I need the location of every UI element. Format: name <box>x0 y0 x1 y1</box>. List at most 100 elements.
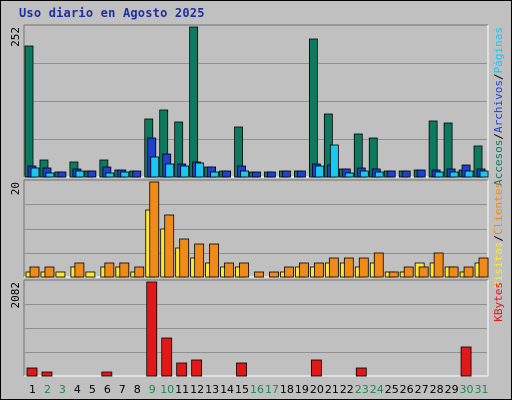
top-bar-archivos-day-25 <box>386 170 396 178</box>
middle-bar-clientes-day-22 <box>343 257 354 278</box>
x-tick-day-30: 30 <box>460 383 474 396</box>
middle-bar-clientes-day-11 <box>179 238 190 278</box>
middle-right-legend: Visitas/Clientes <box>492 182 505 288</box>
top-bar-pginas-day-4 <box>75 170 85 178</box>
x-tick-day-19: 19 <box>295 383 309 396</box>
x-tick-day-25: 25 <box>385 383 399 396</box>
middle-bar-clientes-day-12 <box>194 243 205 278</box>
top-bar-archivos-day-17 <box>267 171 276 178</box>
x-tick-day-12: 12 <box>190 383 204 396</box>
x-tick-day-16: 16 <box>250 383 264 396</box>
x-tick-day-23: 23 <box>355 383 369 396</box>
middle-bar-clientes-day-14 <box>224 262 234 278</box>
middle-y-max-label: 20 <box>9 182 22 195</box>
middle-bar-clientes-day-20 <box>313 262 324 278</box>
bottom-bar-kbytes-day-10 <box>161 337 173 377</box>
bottom-y-max-label: 2082 <box>9 282 22 309</box>
middle-bar-clientes-day-2 <box>44 266 55 278</box>
top-bar-archivos-day-27 <box>416 169 426 178</box>
top-bar-archivos-day-26 <box>401 170 411 178</box>
top-bar-archivos-day-19 <box>297 170 306 178</box>
x-tick-day-7: 7 <box>119 383 126 396</box>
x-tick-day-17: 17 <box>265 383 279 396</box>
middle-bar-clientes-day-27 <box>418 266 429 278</box>
middle-bar-clientes-day-1 <box>29 266 40 278</box>
top-bar-accesos-day-28 <box>428 120 438 178</box>
x-tick-day-26: 26 <box>400 383 414 396</box>
x-tick-day-21: 21 <box>325 383 339 396</box>
x-tick-day-2: 2 <box>44 383 51 396</box>
x-tick-day-27: 27 <box>415 383 429 396</box>
bottom-legend-kbytes: KBytes <box>492 282 505 322</box>
x-tick-day-29: 29 <box>445 383 459 396</box>
middle-bar-clientes-day-29 <box>448 266 459 278</box>
x-tick-day-11: 11 <box>175 383 189 396</box>
top-legend-separator: / <box>492 133 505 140</box>
top-bar-archivos-day-14 <box>222 170 231 178</box>
top-bar-archivos-day-16 <box>252 171 261 178</box>
top-bar-pginas-day-10 <box>165 163 175 178</box>
middle-bar-clientes-day-28 <box>433 252 444 278</box>
top-legend-archivos: Archivos <box>492 80 505 133</box>
chart-title: Uso diario en Agosto 2025 <box>19 6 205 20</box>
bottom-bar-kbytes-day-11 <box>176 362 188 377</box>
top-bar-pginas-day-12 <box>195 162 205 178</box>
x-tick-day-31: 31 <box>475 383 489 396</box>
x-tick-day-5: 5 <box>89 383 96 396</box>
top-right-legend: Accesos/Archivos/Páginas <box>492 27 505 186</box>
middle-legend-separator: / <box>492 235 505 242</box>
bottom-bar-kbytes-day-30 <box>460 346 472 377</box>
middle-bar-clientes-day-19 <box>299 262 309 278</box>
middle-bar-clientes-day-15 <box>239 262 249 278</box>
x-tick-day-22: 22 <box>340 383 354 396</box>
bottom-bar-kbytes-day-23 <box>355 367 367 377</box>
x-tick-day-10: 10 <box>160 383 174 396</box>
middle-bar-clientes-day-25 <box>388 271 399 278</box>
top-bar-pginas-day-31 <box>479 170 489 178</box>
middle-bar-clientes-day-7 <box>119 262 130 278</box>
top-bar-pginas-day-24 <box>374 171 384 178</box>
middle-bar-clientes-day-4 <box>74 262 85 278</box>
middle-bar-clientes-day-10 <box>164 214 175 278</box>
top-bar-pginas-day-15 <box>240 170 249 178</box>
x-tick-day-1: 1 <box>29 383 36 396</box>
bottom-bar-kbytes-day-9 <box>146 281 158 377</box>
top-bar-pginas-day-9 <box>150 156 160 178</box>
middle-plot-area <box>24 180 488 277</box>
bottom-bar-kbytes-day-1 <box>26 367 38 377</box>
top-bar-archivos-day-18 <box>282 170 291 178</box>
middle-bar-clientes-day-13 <box>209 243 220 278</box>
x-tick-day-6: 6 <box>104 383 111 396</box>
middle-bar-clientes-day-17 <box>269 271 279 278</box>
top-bar-pginas-day-6 <box>105 172 115 178</box>
top-bar-archivos-day-8 <box>132 170 142 178</box>
bottom-bar-kbytes-day-6 <box>101 371 113 377</box>
top-y-max-label: 252 <box>9 27 22 47</box>
middle-bar-clientes-day-31 <box>478 257 489 278</box>
bottom-bar-kbytes-day-20 <box>310 359 322 377</box>
middle-bar-clientes-day-8 <box>134 266 145 278</box>
bottom-right-legend: KBytes <box>492 282 505 322</box>
top-bar-pginas-day-7 <box>120 171 130 178</box>
bottom-bar-kbytes-day-2 <box>41 371 53 377</box>
middle-bar-clientes-day-30 <box>463 266 474 278</box>
top-bar-archivos-day-5 <box>87 170 97 178</box>
middle-bar-clientes-day-9 <box>149 181 160 278</box>
x-tick-day-28: 28 <box>430 383 444 396</box>
x-tick-day-20: 20 <box>310 383 324 396</box>
middle-bar-clientes-day-21 <box>328 257 339 278</box>
top-bar-pginas-day-11 <box>180 165 190 178</box>
top-bar-pginas-day-30 <box>464 170 474 178</box>
top-legend-pginas: Páginas <box>492 27 505 73</box>
top-bar-accesos-day-12 <box>189 26 199 178</box>
bottom-bar-kbytes-day-12 <box>191 359 203 377</box>
middle-bar-visitas-day-5 <box>85 271 96 278</box>
top-bar-pginas-day-22 <box>344 172 354 178</box>
x-tick-day-9: 9 <box>149 383 156 396</box>
x-tick-day-8: 8 <box>134 383 141 396</box>
bottom-bar-kbytes-day-15 <box>236 362 247 377</box>
top-bar-pginas-day-21 <box>329 144 339 178</box>
middle-bar-clientes-day-26 <box>403 266 414 278</box>
x-tick-day-3: 3 <box>59 383 66 396</box>
